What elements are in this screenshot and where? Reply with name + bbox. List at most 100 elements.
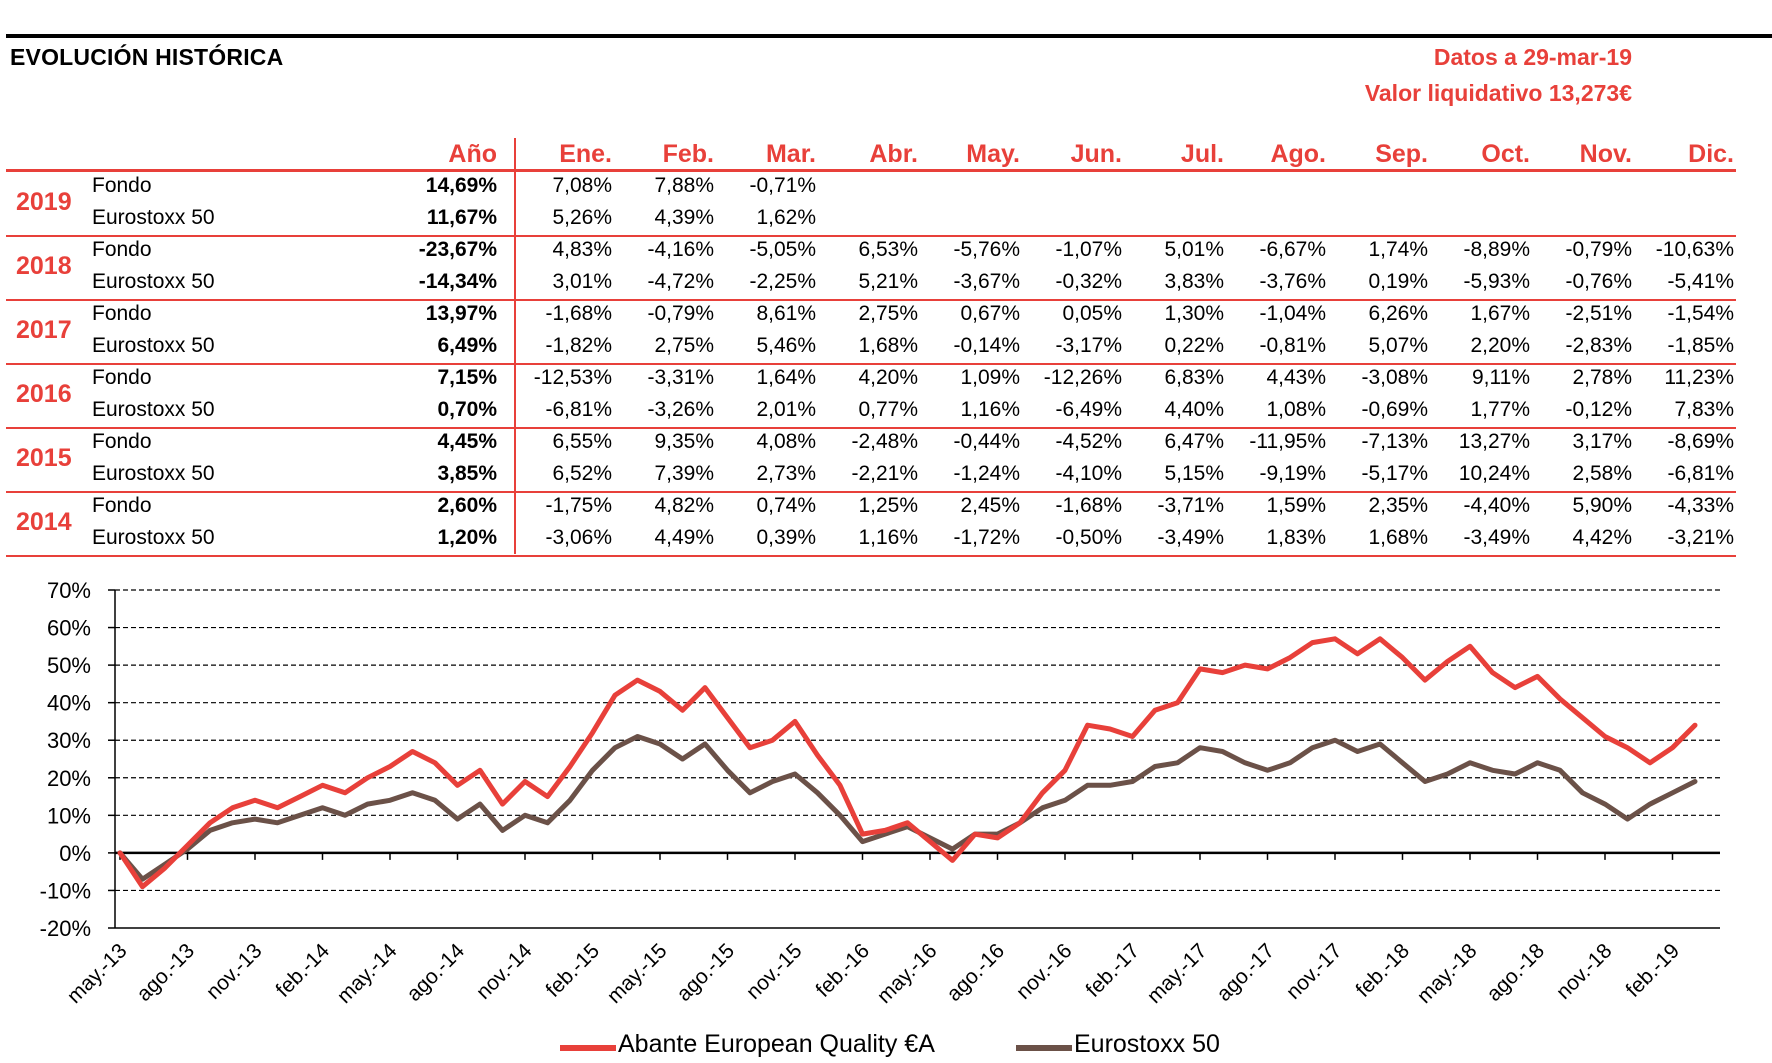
annual-return: -14,34% (418, 270, 497, 293)
x-tick-label: may.-15 (603, 939, 672, 1008)
monthly-return: -1,68% (1055, 494, 1122, 517)
monthly-return: 0,05% (1062, 302, 1122, 325)
monthly-return: 1,77% (1470, 398, 1530, 421)
monthly-return: -4,52% (1055, 430, 1122, 453)
year-separator (6, 363, 1736, 365)
monthly-return: -0,12% (1565, 398, 1632, 421)
year-label: 2016 (16, 380, 72, 408)
monthly-return: 4,42% (1572, 526, 1632, 549)
year-label: 2019 (16, 188, 72, 216)
row-label: Eurostoxx 50 (92, 334, 215, 357)
monthly-return: -1,54% (1667, 302, 1734, 325)
monthly-return: 6,52% (552, 462, 612, 485)
monthly-return: 4,40% (1164, 398, 1224, 421)
monthly-return: 6,53% (858, 238, 918, 261)
monthly-return: 0,19% (1368, 270, 1428, 293)
row-label: Fondo (92, 302, 152, 325)
y-tick-label: 30% (47, 728, 91, 753)
monthly-return: 1,25% (858, 494, 918, 517)
annual-return: 3,85% (437, 462, 497, 485)
y-tick-label: 10% (47, 803, 91, 828)
monthly-return: 2,58% (1572, 462, 1632, 485)
monthly-return: 7,88% (654, 174, 714, 197)
x-tick-label: nov.-17 (1282, 939, 1347, 1004)
annual-return: 0,70% (437, 398, 497, 421)
column-header: Ago. (1270, 140, 1326, 168)
monthly-return: 1,59% (1266, 494, 1326, 517)
monthly-return: 2,45% (960, 494, 1020, 517)
monthly-return: -2,48% (851, 430, 918, 453)
monthly-return: 4,82% (654, 494, 714, 517)
x-tick-label: feb.-18 (1352, 939, 1415, 1002)
monthly-return: -2,51% (1565, 302, 1632, 325)
annual-return: -23,67% (418, 238, 497, 261)
monthly-return: -6,67% (1259, 238, 1326, 261)
monthly-return: 9,11% (1472, 366, 1530, 389)
monthly-return: -3,71% (1157, 494, 1224, 517)
monthly-return: -0,32% (1055, 270, 1122, 293)
x-tick-label: feb.-17 (1082, 939, 1145, 1002)
monthly-return: 0,77% (858, 398, 918, 421)
annual-return: 11,67% (426, 206, 497, 229)
monthly-return: 6,47% (1164, 430, 1224, 453)
row-label: Fondo (92, 430, 152, 453)
monthly-return: 3,83% (1164, 270, 1224, 293)
x-tick-label: ago.-18 (1482, 939, 1549, 1006)
x-tick-label: ago.-16 (942, 939, 1009, 1006)
monthly-return: 6,83% (1164, 366, 1224, 389)
monthly-return: 11,23% (1664, 366, 1734, 389)
monthly-return: 5,46% (756, 334, 816, 357)
monthly-return: 8,61% (756, 302, 816, 325)
monthly-return: 4,83% (552, 238, 612, 261)
annual-return: 1,20% (437, 526, 497, 549)
x-tick-label: feb.-19 (1622, 939, 1685, 1002)
monthly-return: 1,67% (1470, 302, 1530, 325)
monthly-return: 9,35% (654, 430, 714, 453)
monthly-return: -1,04% (1259, 302, 1326, 325)
monthly-return: -12,26% (1043, 366, 1122, 389)
monthly-return: 13,27% (1458, 430, 1530, 453)
monthly-return: -1,68% (545, 302, 612, 325)
annual-return: 7,15% (437, 366, 497, 389)
monthly-return: -4,40% (1463, 494, 1530, 517)
monthly-return: 2,75% (858, 302, 918, 325)
monthly-return: -3,21% (1667, 526, 1734, 549)
monthly-return: 1,83% (1266, 526, 1326, 549)
y-tick-label: 40% (47, 691, 91, 716)
column-header: Feb. (662, 140, 714, 168)
column-divider (514, 138, 516, 554)
x-tick-label: ago.-17 (1212, 939, 1279, 1006)
row-label: Fondo (92, 366, 152, 389)
top-rule (6, 34, 1772, 38)
column-header: Sep. (1375, 140, 1428, 168)
column-header: Mar. (765, 140, 816, 168)
monthly-return: -6,81% (1667, 462, 1734, 485)
monthly-return: -5,05% (749, 238, 816, 261)
monthly-return: 1,64% (756, 366, 816, 389)
monthly-return: 0,22% (1164, 334, 1224, 357)
x-tick-label: may.-13 (63, 939, 132, 1008)
x-tick-label: ago.-15 (672, 939, 739, 1006)
legend-swatch (1016, 1045, 1072, 1051)
x-tick-label: ago.-14 (402, 939, 469, 1006)
row-label: Eurostoxx 50 (92, 270, 215, 293)
monthly-return: -3,67% (953, 270, 1020, 293)
monthly-return: 1,68% (858, 334, 918, 357)
monthly-return: -1,24% (953, 462, 1020, 485)
monthly-return: 5,07% (1368, 334, 1428, 357)
column-header: May. (966, 140, 1020, 168)
x-tick-label: feb.-14 (272, 939, 335, 1002)
monthly-return: -0,69% (1361, 398, 1428, 421)
monthly-return: 2,20% (1470, 334, 1530, 357)
monthly-return: 5,90% (1572, 494, 1632, 517)
monthly-return: 1,30% (1164, 302, 1224, 325)
monthly-return: 3,01% (552, 270, 612, 293)
monthly-return: 1,74% (1368, 238, 1428, 261)
monthly-return: -3,49% (1463, 526, 1530, 549)
monthly-return: -0,14% (953, 334, 1020, 357)
monthly-return: -10,63% (1655, 238, 1734, 261)
monthly-return: -3,49% (1157, 526, 1224, 549)
monthly-return: 2,01% (756, 398, 816, 421)
column-header: Jul. (1180, 140, 1224, 168)
annual-return: 2,60% (437, 494, 497, 517)
